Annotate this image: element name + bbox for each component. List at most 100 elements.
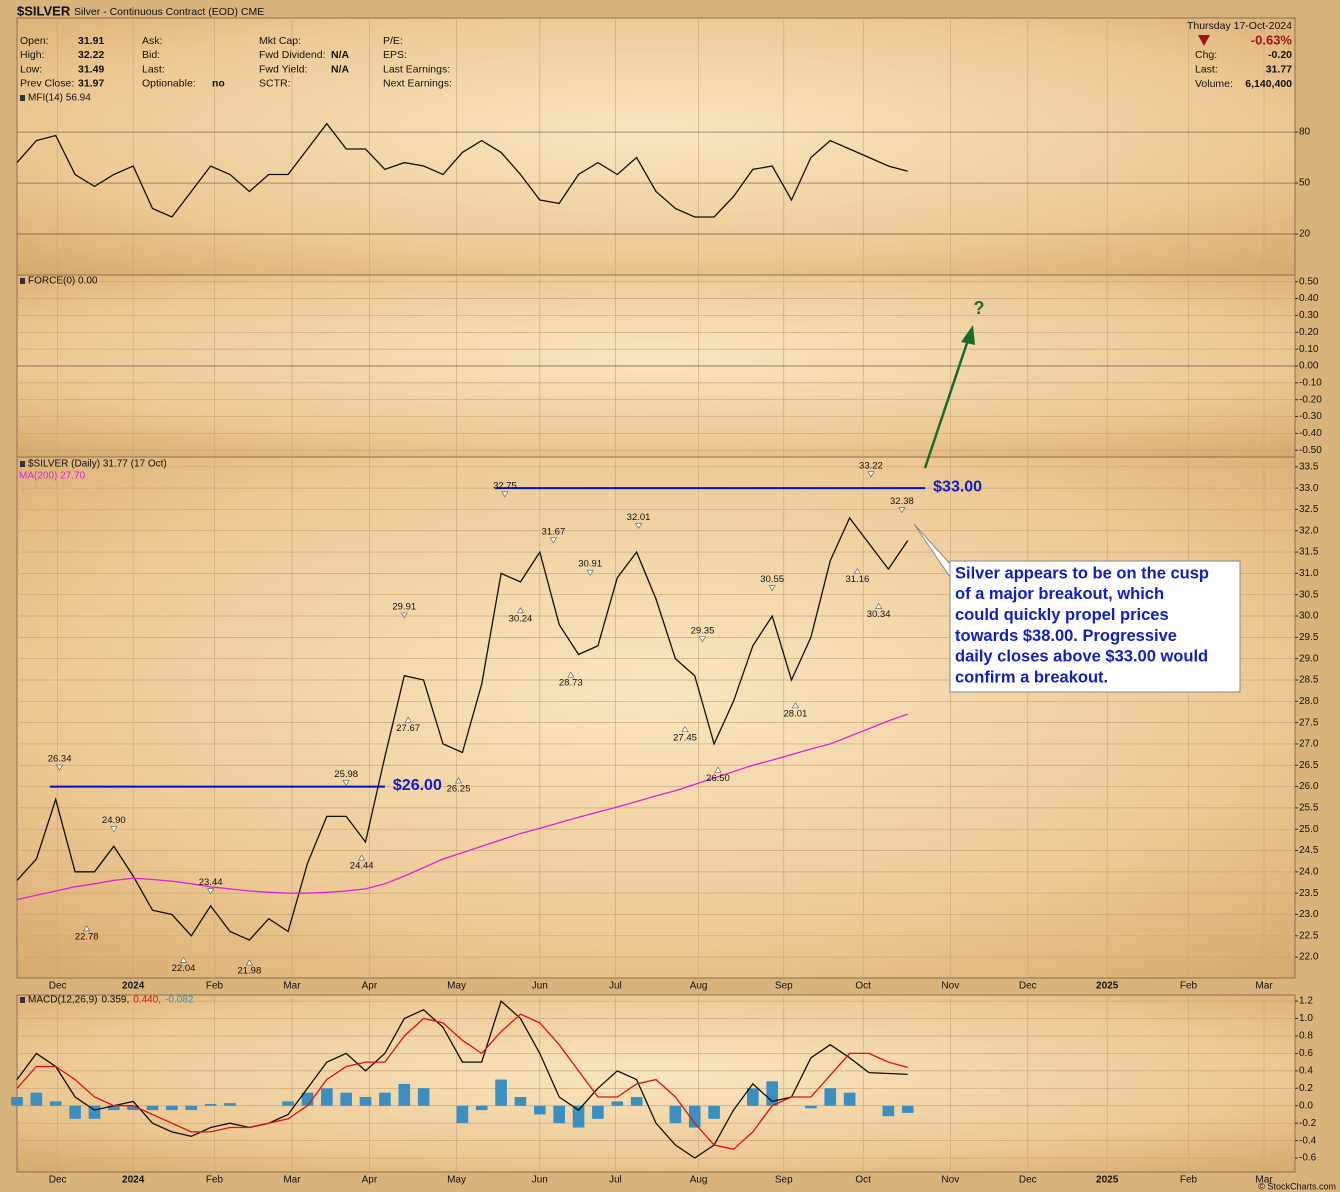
x-tick-label: Oct [855, 981, 871, 992]
y-tick-label: 24.0 [1299, 866, 1319, 877]
histogram-bar [882, 1105, 895, 1117]
y-tick-label: 25.0 [1299, 824, 1319, 835]
histogram-bar [417, 1088, 430, 1106]
y-tick-label: 26.5 [1299, 760, 1319, 771]
histogram-bar [359, 1097, 372, 1106]
x-tick-label: Aug [690, 981, 708, 992]
label-icon [20, 997, 25, 1003]
histogram-bar [475, 1105, 488, 1111]
x-tick-label: Mar [283, 1175, 301, 1186]
annotation-marker [110, 826, 118, 833]
y-tick-label: 26.0 [1299, 781, 1319, 792]
annotation-marker [342, 780, 350, 787]
callout-line: of a major breakout, which [955, 585, 1164, 603]
y-tick-label: 0.4 [1299, 1065, 1313, 1076]
y-tick-label: 0.50 [1299, 276, 1319, 287]
copyright: © StockCharts.com [1258, 1181, 1336, 1191]
label-icon [20, 461, 25, 467]
annotation-label: 29.35 [691, 625, 715, 636]
y-tick-label: 0.20 [1299, 327, 1319, 338]
down-icon [1198, 35, 1210, 46]
annotation-marker [358, 854, 366, 861]
annotation-marker [549, 537, 557, 544]
x-tick-label: Nov [941, 981, 959, 992]
annotation-label: 21.98 [237, 965, 261, 976]
field-label: Last Earnings: [383, 63, 450, 75]
y-tick-label: 33.5 [1299, 461, 1319, 472]
y-tick-label: -0.50 [1299, 445, 1322, 456]
annotation-label: 29.91 [392, 601, 416, 612]
annotation-label: 28.01 [784, 708, 808, 719]
histogram-bar [456, 1105, 469, 1124]
field-label: P/E: [383, 35, 403, 47]
y-tick-label: 33.0 [1299, 483, 1319, 494]
annotation-marker [586, 569, 594, 576]
annotation-marker [245, 959, 253, 966]
y-tick-label: 1.2 [1299, 996, 1313, 1007]
panel-label: 0.440, [133, 995, 161, 1006]
x-tick-label: Apr [362, 981, 378, 992]
x-tick-label: 2025 [1096, 981, 1119, 992]
series-line [16, 516, 909, 941]
callout-line: towards $38.00. Progressive [955, 627, 1177, 645]
annotation-marker [853, 567, 861, 574]
x-tick-label: Sep [775, 981, 793, 992]
y-tick-label: 0.00 [1299, 361, 1319, 372]
series-line [16, 122, 908, 218]
histogram-bar [843, 1092, 856, 1106]
histogram-bar [630, 1097, 643, 1106]
level-label: $33.00 [933, 478, 982, 495]
y-tick-label: 0.0 [1299, 1100, 1313, 1111]
annotation-marker [404, 716, 412, 723]
x-tick-label: May [447, 1175, 466, 1186]
y-tick-label: 23.5 [1299, 888, 1319, 899]
callout-line: Silver appears to be on the cusp [955, 564, 1209, 582]
histogram-bar [127, 1105, 139, 1111]
x-tick-label: Apr [362, 1175, 378, 1186]
y-tick-label: 32.0 [1299, 525, 1319, 536]
histogram-bar [108, 1105, 120, 1111]
quote-label: Last: [1195, 63, 1218, 75]
histogram-bar [69, 1105, 81, 1119]
y-tick-label: 0.30 [1299, 310, 1319, 321]
histogram-bar [301, 1092, 314, 1106]
x-tick-label: Jul [609, 1175, 622, 1186]
y-tick-label: -0.4 [1299, 1135, 1317, 1146]
y-tick-label: 22.5 [1299, 930, 1319, 941]
y-tick-label: 24.5 [1299, 845, 1319, 856]
series-line [16, 999, 908, 1159]
quote-label: Volume: [1195, 78, 1233, 90]
histogram-bar [146, 1105, 159, 1111]
x-tick-label: May [447, 981, 466, 992]
annotation-marker [567, 671, 575, 678]
histogram-bar [766, 1081, 778, 1106]
field-value: no [212, 78, 225, 90]
panel-bg [16, 17, 1296, 276]
histogram-bar [534, 1105, 546, 1115]
annotation-label: 32.75 [493, 480, 517, 491]
field-label: Prev Close: [20, 78, 74, 90]
x-tick-label: Mar [283, 981, 301, 992]
annotation-label: 24.90 [102, 815, 126, 826]
symbol: $SILVER [17, 3, 71, 18]
y-tick-label: 0.8 [1299, 1031, 1313, 1042]
callout-line: could quickly propel prices [955, 606, 1169, 624]
y-tick-label: 50 [1299, 178, 1311, 189]
x-tick-label: Sep [775, 1175, 793, 1186]
x-tick-label: Dec [1019, 981, 1037, 992]
histogram-bar [224, 1103, 236, 1106]
y-tick-label: 31.5 [1299, 547, 1319, 558]
field-value: 31.97 [78, 78, 104, 90]
annotation-label: 28.73 [559, 678, 583, 689]
x-tick-label: Feb [206, 1175, 224, 1186]
annotation-label: 25.98 [334, 769, 358, 780]
y-tick-label: -0.30 [1299, 411, 1322, 422]
quote-value: 6,140,400 [1245, 78, 1292, 90]
annotation-marker [501, 491, 509, 498]
histogram-bar [321, 1088, 333, 1106]
histogram-bar [611, 1101, 624, 1106]
histogram-bar [901, 1105, 914, 1113]
x-tick-label: Jun [532, 981, 548, 992]
histogram-bar [514, 1097, 527, 1106]
